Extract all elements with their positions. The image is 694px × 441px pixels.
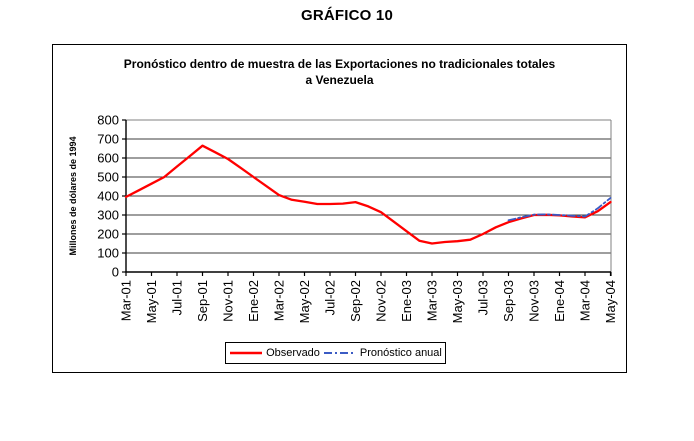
x-tick-label: Sep-03 [501,280,516,322]
x-tick-label: Ene-03 [399,280,414,322]
y-tick-label: 800 [97,113,119,128]
x-tick-label: Mar-02 [272,280,287,321]
x-tick-label: Jul-02 [323,280,338,315]
pronostico-anual-line-sample [323,352,356,354]
y-tick-label: 700 [97,132,119,147]
page-title: GRÁFICO 10 [300,7,393,24]
x-tick-label: Mar-04 [578,280,593,321]
observado-line [124,144,612,245]
x-tick-label: Jul-03 [476,280,491,315]
x-tick-label: May-03 [450,280,465,323]
x-tick-label: Mar-01 [119,280,134,321]
y-tick-label: 600 [97,151,119,166]
chart-title-line2: a Venezuela [305,73,374,87]
x-tick-label: Sep-01 [195,280,210,322]
y-tick-label: 300 [97,208,119,223]
chart-title-line1: Pronóstico dentro de muestra de las Expo… [123,57,556,71]
x-tick-label: Sep-02 [348,280,363,322]
x-tick-label: Mar-03 [425,280,440,321]
y-tick-label: 500 [97,170,119,185]
chart-frame: 0 100 200 300 400 500 600 700 800 Mar-01 May-01 Jul… [52,44,627,373]
y-tick-label: 400 [97,189,119,204]
x-tick-label: Nov-02 [374,280,389,322]
y-tick-label: 0 [112,265,119,280]
legend-label-observado: Observado [266,347,320,359]
pronostico-anual-line [507,196,612,222]
plot-svg: 0 100 200 300 400 500 600 700 800 Mar-01 May-01 Jul… [97,113,618,324]
legend-label-pronostico-anual: Pronóstico anual [359,347,442,359]
x-tick-label: Ene-04 [552,280,567,322]
x-tick-label: May-02 [297,280,312,323]
x-tick-label: Nov-01 [221,280,236,322]
y-tick-label: 100 [97,246,119,261]
y-tick-label: 200 [97,227,119,242]
y-axis-title: Millones de dólares de 1994 [68,136,78,256]
x-tick-label: Ene-02 [246,280,261,322]
x-tick-label: Nov-03 [527,280,542,322]
x-tick-label: May-01 [144,280,159,323]
x-tick-label: May-04 [603,280,618,323]
x-tick-label: Jul-01 [170,280,185,315]
observado-line-sample [230,351,263,355]
legend-box: Observado Pronóstico anual [225,342,446,364]
chart-title: Pronóstico dentro de muestra de las Expo… [53,56,626,88]
